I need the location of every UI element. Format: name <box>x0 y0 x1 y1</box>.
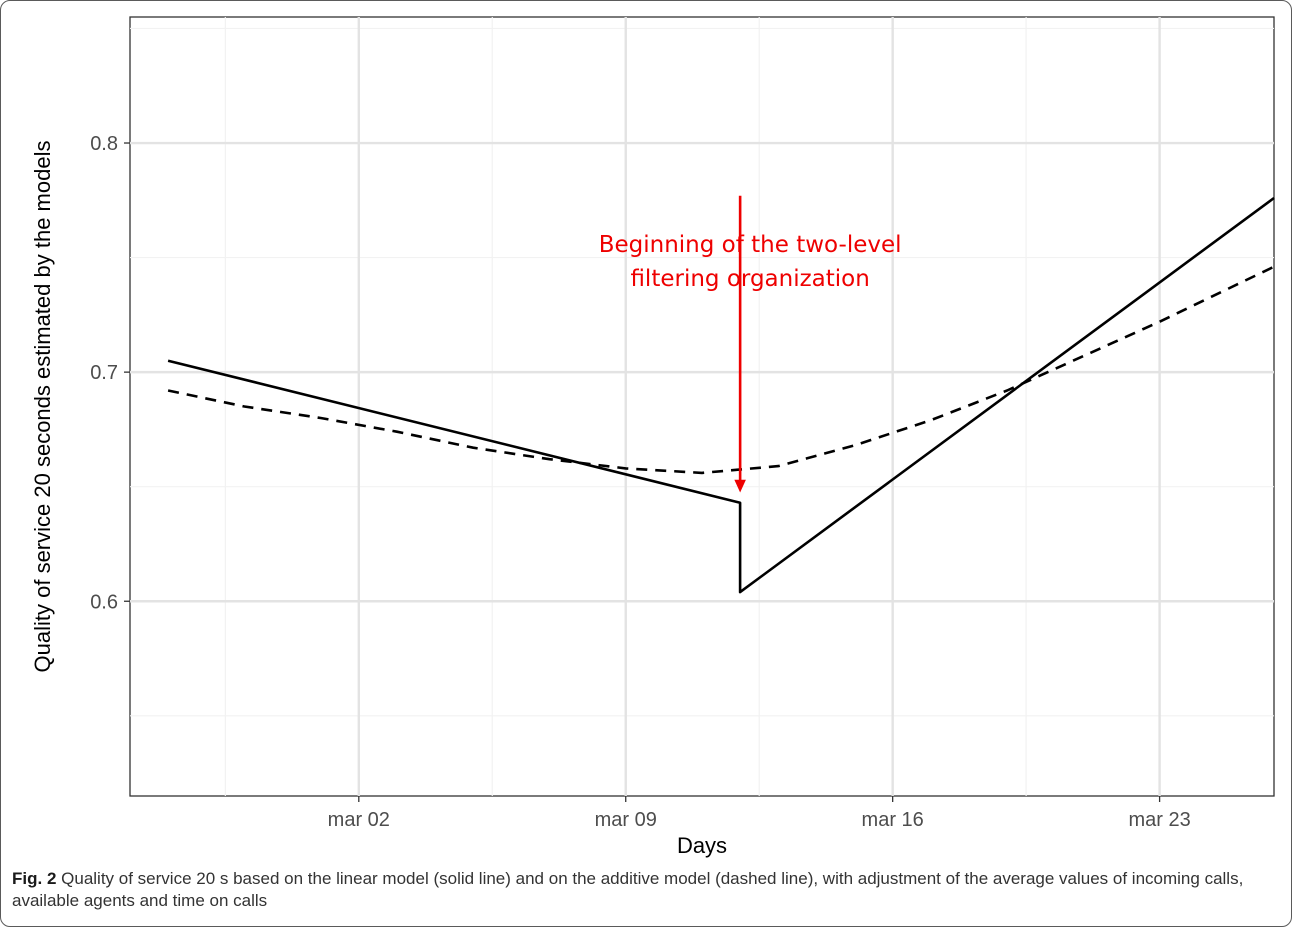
x-axis-ticks: mar 02 mar 09 mar 16 mar 23 <box>328 796 1191 831</box>
line-chart: Beginning of the two-level filtering orga… <box>30 16 1275 858</box>
x-tick-label: mar 09 <box>595 809 657 831</box>
annotation-text-line: filtering organization <box>630 266 869 292</box>
y-tick-label: 0.7 <box>90 362 118 384</box>
y-tick-label: 0.8 <box>90 133 118 155</box>
x-tick-label: mar 02 <box>328 809 390 831</box>
x-axis-label: Days <box>677 833 727 858</box>
caption-text: Quality of service 20 s based on the lin… <box>12 869 1244 910</box>
x-tick-label: mar 16 <box>862 809 924 831</box>
annotation-arrow-head <box>734 479 746 493</box>
solid-series-line <box>167 196 1275 594</box>
y-axis-label: Quality of service 20 seconds estimated … <box>30 141 55 673</box>
y-axis-ticks: 0.6 0.7 0.8 <box>90 133 130 613</box>
caption-figure-label: Fig. 2 <box>12 869 57 888</box>
figure-caption: Fig. 2 Quality of service 20 s based on … <box>12 868 1262 912</box>
annotation-text-line: Beginning of the two-level <box>599 232 902 258</box>
dashed-series-line <box>167 265 1275 475</box>
series-layer <box>167 196 1275 594</box>
y-tick-label: 0.6 <box>90 591 118 613</box>
grid-lines <box>130 17 1274 796</box>
annotation-layer: Beginning of the two-level filtering orga… <box>599 195 902 493</box>
x-tick-label: mar 23 <box>1128 809 1190 831</box>
plot-panel-border <box>129 16 1275 797</box>
